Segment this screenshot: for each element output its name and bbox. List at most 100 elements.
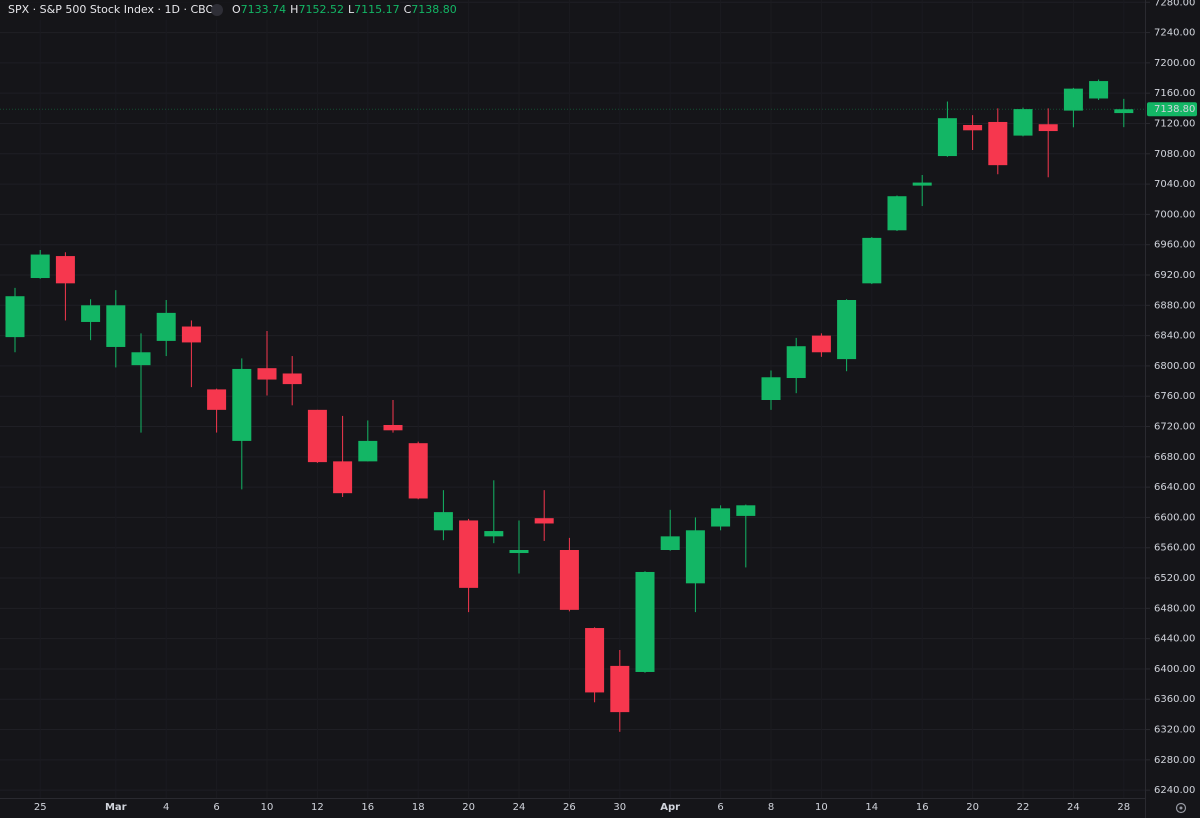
y-tick-label: 6560.00	[1154, 543, 1195, 554]
ohlc-letter: O	[232, 3, 241, 16]
y-tick-label: 6720.00	[1154, 422, 1195, 433]
x-tick-label: 22	[1017, 802, 1030, 813]
x-tick-label: 26	[563, 802, 576, 813]
y-tick-label: 6600.00	[1154, 512, 1195, 523]
candle-body	[711, 508, 731, 527]
candle-body	[937, 118, 957, 157]
y-tick-label: 6920.00	[1154, 270, 1195, 281]
x-tick-label: 25	[34, 802, 47, 813]
x-tick-label: Mar	[105, 802, 127, 813]
candle-body	[1063, 88, 1083, 111]
y-tick-label: 6400.00	[1154, 664, 1195, 675]
candle-body	[30, 254, 50, 279]
candle-body	[963, 125, 983, 131]
candle-body	[585, 628, 605, 693]
x-tick-label: 6	[213, 802, 219, 813]
ohlc-letter: C	[404, 3, 412, 16]
candle-body	[307, 409, 327, 463]
axes: 6240.00 6280.00 6320.00 6360.00 6400.00 6440.…	[34, 0, 1197, 813]
x-tick-label: 12	[311, 802, 324, 813]
candle-body	[484, 531, 504, 537]
y-tick-label: 6640.00	[1154, 482, 1195, 493]
ohlc-letter: L	[348, 3, 355, 16]
x-tick-label: 10	[261, 802, 274, 813]
x-tick-label: 6	[717, 802, 723, 813]
y-tick-label: 7240.00	[1154, 28, 1195, 39]
candle-body	[131, 352, 151, 366]
y-tick-label: 7000.00	[1154, 209, 1195, 220]
candle-body	[1114, 109, 1134, 114]
ohlc-value: 7115.17	[354, 3, 400, 16]
candle-body	[333, 461, 353, 494]
x-tick-label: Apr	[660, 802, 680, 813]
x-tick-label: 16	[361, 802, 374, 813]
x-tick-label: 24	[1067, 802, 1080, 813]
x-tick-label: 4	[163, 802, 169, 813]
candle-body	[5, 296, 25, 338]
x-tick-label: 24	[513, 802, 526, 813]
candle-body	[257, 368, 277, 380]
y-tick-label: 6320.00	[1154, 725, 1195, 736]
candle-body	[1089, 81, 1109, 99]
candle-body	[610, 665, 630, 713]
candle-body	[887, 196, 907, 231]
last-price-label: 7138.80	[1154, 104, 1195, 115]
symbol-title: SPX · S&P 500 Stock Index · 1D · CBOE	[8, 3, 221, 16]
toggle-button[interactable]	[211, 4, 223, 16]
candle-body	[837, 300, 857, 360]
y-tick-label: 6280.00	[1154, 755, 1195, 766]
y-tick-label: 6680.00	[1154, 452, 1195, 463]
candle-body	[509, 550, 529, 554]
candle-body	[635, 571, 655, 672]
x-tick-label: 8	[768, 802, 774, 813]
y-tick-label: 7080.00	[1154, 149, 1195, 160]
candle-body	[383, 425, 403, 431]
x-tick-label: 30	[613, 802, 626, 813]
candle-body	[207, 389, 227, 410]
y-tick-label: 7160.00	[1154, 88, 1195, 99]
candle-body	[282, 373, 302, 385]
candle-body	[761, 377, 781, 400]
last-price-badge	[1147, 102, 1197, 117]
candle-body	[232, 368, 252, 441]
x-tick-label: 16	[916, 802, 929, 813]
candle-body	[459, 520, 479, 588]
candle-body	[660, 536, 680, 550]
candle-body	[912, 182, 932, 186]
y-tick-label: 6440.00	[1154, 634, 1195, 645]
x-tick-label: 10	[815, 802, 828, 813]
ohlc-letter: H	[290, 3, 298, 16]
x-tick-label: 20	[462, 802, 475, 813]
candle-body	[786, 346, 806, 379]
y-tick-label: 7040.00	[1154, 179, 1195, 190]
candle-body	[1013, 109, 1033, 136]
candle-body	[534, 518, 554, 524]
y-tick-label: 7280.00	[1154, 0, 1195, 8]
candle-body	[358, 440, 378, 462]
candle-body	[106, 305, 126, 347]
settings-icon[interactable]	[1175, 802, 1187, 814]
candle-body	[408, 443, 428, 499]
y-tick-label: 6360.00	[1154, 694, 1195, 705]
candle-body	[736, 505, 756, 516]
candle-body	[156, 312, 176, 341]
y-tick-label: 6240.00	[1154, 785, 1195, 796]
y-tick-label: 7200.00	[1154, 58, 1195, 69]
candle-body	[433, 512, 453, 531]
ohlc-value: 7133.74	[241, 3, 287, 16]
candle-body	[988, 121, 1008, 166]
ohlc-value: 7138.80	[411, 3, 457, 16]
candle-body	[181, 326, 201, 343]
y-tick-label: 6800.00	[1154, 361, 1195, 372]
header-bg	[0, 0, 400, 20]
x-tick-label: 18	[412, 802, 425, 813]
candle-body	[559, 550, 579, 610]
y-tick-label: 6520.00	[1154, 573, 1195, 584]
candle-body	[55, 256, 75, 284]
candle-body	[1038, 124, 1058, 132]
candle-body	[685, 530, 705, 584]
x-tick-label: 14	[865, 802, 878, 813]
y-tick-label: 7120.00	[1154, 118, 1195, 129]
